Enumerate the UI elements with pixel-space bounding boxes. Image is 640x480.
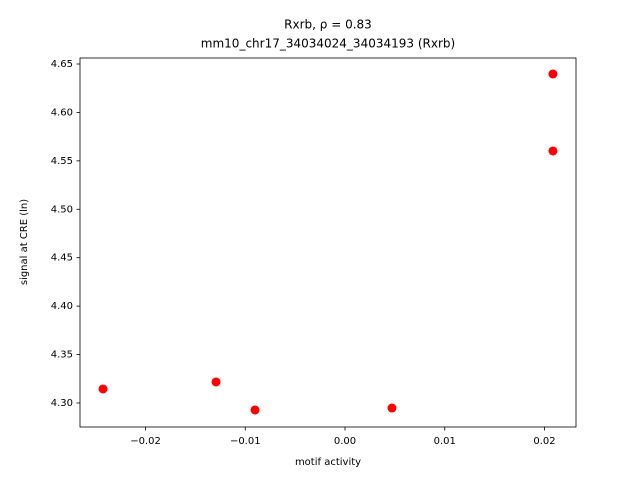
x-axis-label: motif activity — [295, 457, 361, 468]
x-tick-label: 0.02 — [533, 436, 555, 447]
x-tick-label: 0.01 — [434, 436, 456, 447]
point — [548, 69, 558, 79]
point — [211, 377, 221, 387]
y-tick-label: 4.45 — [51, 253, 73, 264]
point — [98, 384, 108, 394]
y-tick-label: 4.60 — [51, 107, 73, 118]
point — [387, 403, 397, 413]
x-tick-label: −0.01 — [230, 436, 261, 447]
y-tick-label: 4.65 — [51, 59, 73, 70]
y-tick-label: 4.30 — [51, 398, 73, 409]
y-tick-label: 4.50 — [51, 204, 73, 215]
y-tick-label: 4.35 — [51, 350, 73, 361]
chart-subtitle: mm10_chr17_34034024_34034193 (Rxrb) — [201, 37, 455, 51]
y-tick-label: 4.55 — [51, 156, 73, 167]
x-tick-label: −0.02 — [130, 436, 161, 447]
x-tick-label: 0.00 — [334, 436, 356, 447]
point — [250, 405, 260, 415]
axes-frame — [79, 57, 577, 428]
point — [548, 146, 558, 156]
chart-title: Rxrb, ρ = 0.83 — [284, 18, 372, 32]
y-axis-label: signal at CRE (ln) — [19, 199, 30, 285]
y-tick-label: 4.40 — [51, 301, 73, 312]
